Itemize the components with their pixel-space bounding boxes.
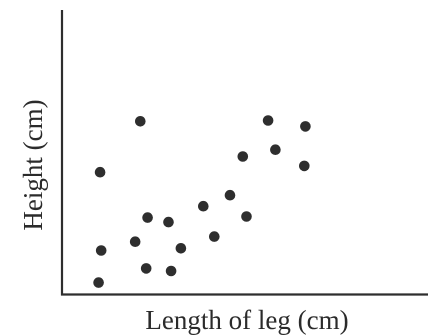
data-point-5	[129, 236, 141, 247]
data-point-4	[135, 116, 146, 127]
data-point-1	[93, 277, 104, 288]
data-point-8	[165, 265, 177, 277]
data-point-3	[94, 166, 106, 178]
y-axis-label: Height (cm)	[18, 99, 48, 230]
data-point-12	[209, 231, 220, 242]
data-point-2	[95, 245, 107, 256]
data-points	[93, 115, 311, 288]
data-point-10	[175, 243, 187, 254]
data-point-6	[142, 212, 153, 223]
data-point-11	[198, 200, 209, 212]
x-axis-label: Length of leg (cm)	[145, 305, 348, 335]
data-point-13	[224, 189, 236, 201]
data-point-16	[262, 115, 274, 126]
data-point-14	[241, 211, 252, 222]
data-point-18	[300, 121, 311, 132]
data-point-19	[299, 160, 310, 172]
data-point-7	[140, 263, 152, 274]
data-point-17	[270, 144, 281, 155]
data-point-9	[163, 216, 174, 228]
data-point-15	[237, 151, 249, 162]
